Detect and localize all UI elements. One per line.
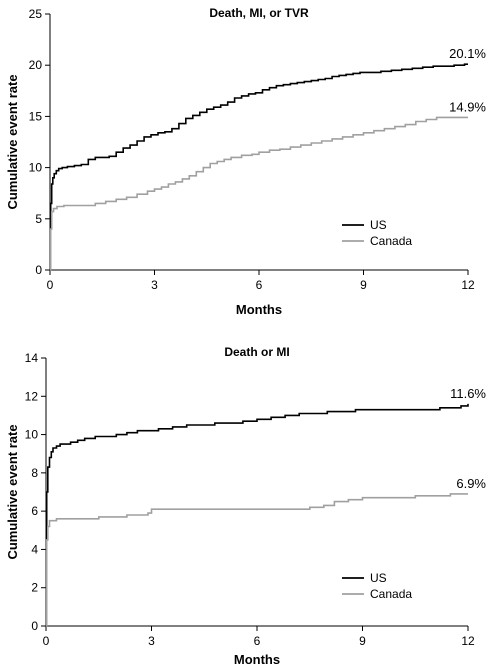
legend-label-us: US (370, 571, 387, 585)
x-tick-label: 12 (461, 278, 475, 292)
x-axis-title: Months (234, 652, 280, 667)
y-axis-title: Cumulative event rate (5, 74, 20, 209)
chart-2: 0 2 4 6 8 10 12 14 0 3 6 9 12 Death or MI Months Cumula… (5, 345, 486, 667)
y-tick-label: 2 (31, 581, 38, 595)
y-tick-label: 14 (25, 351, 39, 365)
end-label-us: 11.6% (450, 386, 486, 401)
legend-label-canada: Canada (370, 234, 412, 248)
x-axis-title: Months (236, 302, 282, 317)
end-label-canada: 6.9% (456, 476, 486, 491)
y-axis-title: Cumulative event rate (5, 424, 20, 559)
x-tick-label: 0 (43, 634, 50, 648)
y-tick-label: 6 (31, 504, 38, 518)
x-tick-label: 6 (254, 634, 261, 648)
chart-title: Death, MI, or TVR (209, 6, 309, 20)
y-tick-label: 15 (29, 109, 43, 123)
y-tick-label: 10 (25, 428, 39, 442)
x-tick-label: 6 (256, 278, 263, 292)
series-line-canada (45, 493, 468, 627)
x-tick-label: 9 (359, 634, 366, 648)
y-tick-label: 0 (31, 619, 38, 633)
legend-label-us: US (370, 218, 387, 232)
y-tick-label: 8 (31, 466, 38, 480)
y-tick-label: 4 (31, 542, 38, 556)
series-line-canada (49, 116, 468, 271)
y-tick-label: 12 (25, 389, 39, 403)
y-tick-label: 5 (35, 212, 42, 226)
y-tick-label: 20 (29, 58, 43, 72)
y-tick-label: 0 (35, 263, 42, 277)
x-tick-label: 3 (148, 634, 155, 648)
y-tick-label: 10 (29, 161, 43, 175)
end-label-us: 20.1% (449, 46, 486, 61)
chart-title: Death or MI (224, 345, 289, 359)
x-tick-label: 9 (360, 278, 367, 292)
y-tick-label: 25 (29, 7, 43, 21)
legend-label-canada: Canada (370, 587, 412, 601)
end-label-canada: 14.9% (449, 99, 486, 114)
series-line-us (49, 63, 468, 271)
series-line-us (45, 403, 469, 627)
x-tick-label: 12 (461, 634, 475, 648)
chart-1: 0 5 10 15 20 25 0 3 6 9 12 Death, MI, or TVR Months C… (5, 6, 486, 317)
x-tick-label: 0 (47, 278, 54, 292)
x-tick-label: 3 (151, 278, 158, 292)
